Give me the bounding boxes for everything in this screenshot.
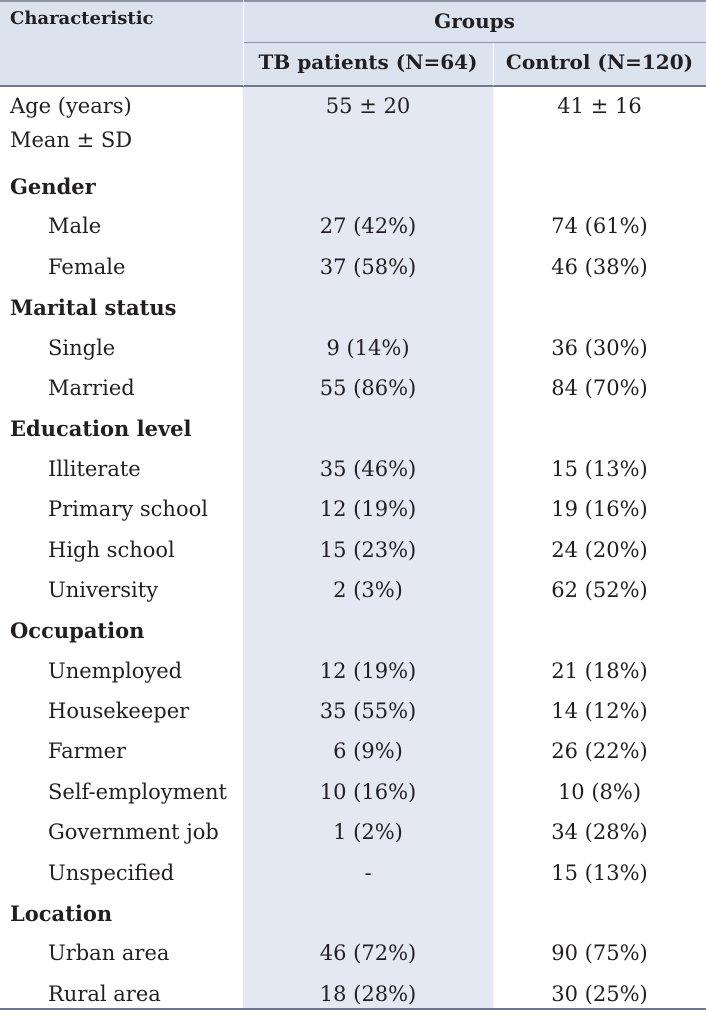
table-row: Farmer 6 (9%) 26 (22%) <box>0 737 706 777</box>
row-label: Urban area <box>48 941 170 966</box>
table-row: Unemployed 12 (19%) 21 (18%) <box>0 657 706 697</box>
control-value: 30 (25%) <box>551 981 648 1006</box>
table-row: Illiterate 35 (46%) 15 (13%) <box>0 455 706 495</box>
header-groups: Groups <box>434 9 515 33</box>
row-label: Married <box>48 375 135 400</box>
row-label: Single <box>48 335 116 360</box>
tb-value: 15 (23%) <box>319 537 417 562</box>
table-row: Single 9 (14%) 36 (30%) <box>0 334 706 374</box>
control-value: 62 (52%) <box>551 577 648 602</box>
tb-value: - <box>364 860 372 885</box>
section-label: Location <box>10 901 113 927</box>
control-value: 26 (22%) <box>551 739 648 764</box>
tb-value: 12 (19%) <box>319 497 417 522</box>
control-value: 90 (75%) <box>551 941 648 966</box>
row-label: Male <box>48 214 102 239</box>
table-row: Primary school 12 (19%) 19 (16%) <box>0 495 706 535</box>
row-label: Government job <box>48 820 219 845</box>
tb-value: 35 (55%) <box>319 699 417 724</box>
row-label: Unspecified <box>48 860 175 885</box>
table-row: Unspecified - 15 (13%) <box>0 859 706 899</box>
table-row: Urban area 46 (72%) 90 (75%) <box>0 939 706 979</box>
table-row: Housekeeper 35 (55%) 14 (12%) <box>0 697 706 737</box>
control-value: 14 (12%) <box>551 699 648 724</box>
table-row: Rural area 18 (28%) 30 (25%) <box>0 980 706 1020</box>
control-value: 19 (16%) <box>551 497 648 522</box>
header-separator <box>243 0 244 86</box>
control-value: 84 (70%) <box>551 375 648 400</box>
header-characteristic: Characteristic <box>10 8 154 29</box>
header-control: Control (N=120) <box>505 50 694 74</box>
row-label: University <box>48 577 159 602</box>
top-rule <box>0 0 706 2</box>
row-label: Self-employment <box>48 779 227 804</box>
row-label: Farmer <box>48 739 127 764</box>
table-row: University 2 (3%) 62 (52%) <box>0 576 706 616</box>
section-label: Gender <box>10 174 96 199</box>
row-label: Primary school <box>48 497 208 522</box>
bottom-rule <box>0 1008 706 1010</box>
row-label: Rural area <box>48 981 161 1006</box>
table-row: Married 55 (86%) 84 (70%) <box>0 374 706 414</box>
section-label: Education level <box>10 416 192 442</box>
table-row: Female 37 (58%) 46 (38%) <box>0 253 706 293</box>
control-value: 10 (8%) <box>557 779 642 804</box>
tb-value: 55 ± 20 <box>325 94 411 118</box>
row-label: Unemployed <box>48 658 183 683</box>
tb-value: 55 (86%) <box>319 375 417 400</box>
section-row: Occupation <box>0 616 706 656</box>
table-header <box>0 0 706 86</box>
tb-value: 1 (2%) <box>333 820 403 845</box>
tb-column-shade <box>243 86 493 1009</box>
table-row: Male 27 (42%) 74 (61%) <box>0 212 706 252</box>
control-value: 15 (13%) <box>551 860 648 885</box>
tb-value: 2 (3%) <box>333 577 403 602</box>
header-tb-patients: TB patients (N=64) <box>258 50 478 74</box>
control-value: 15 (13%) <box>551 456 648 481</box>
header-rule <box>0 85 706 87</box>
section-row: Gender <box>0 172 706 212</box>
row-label: Housekeeper <box>48 699 190 724</box>
tb-value: 46 (72%) <box>319 941 417 966</box>
tb-value: 6 (9%) <box>333 739 403 764</box>
table-row: Self-employment 10 (16%) 10 (8%) <box>0 778 706 818</box>
row-label: Female <box>48 254 126 279</box>
tb-value: 35 (46%) <box>319 456 417 481</box>
tb-value: 18 (28%) <box>319 981 417 1006</box>
control-value: 74 (61%) <box>551 214 648 239</box>
tb-value: 12 (19%) <box>319 658 417 683</box>
tb-value: 27 (42%) <box>319 214 417 239</box>
row-label-sub: Mean ± SD <box>10 128 133 152</box>
group-separator <box>493 43 494 86</box>
row-label: Illiterate <box>48 456 141 481</box>
table-body: Age (years) Mean ± SD 55 ± 20 41 ± 16 Ge… <box>0 92 706 1020</box>
control-value: 46 (38%) <box>551 254 648 279</box>
control-value: 21 (18%) <box>551 658 648 683</box>
control-value: 41 ± 16 <box>557 94 642 118</box>
section-row: Education level <box>0 414 706 454</box>
section-row: Marital status <box>0 293 706 333</box>
table-row: High school 15 (23%) 24 (20%) <box>0 536 706 576</box>
section-label: Occupation <box>10 618 145 644</box>
section-label: Marital status <box>10 295 177 321</box>
groups-rule <box>243 42 706 43</box>
control-value: 34 (28%) <box>551 820 648 845</box>
tb-value: 9 (14%) <box>326 335 410 360</box>
row-label: High school <box>48 537 175 562</box>
table-row: Age (years) Mean ± SD 55 ± 20 41 ± 16 <box>0 92 706 172</box>
row-label: Age (years) <box>10 94 132 118</box>
control-value: 24 (20%) <box>551 537 648 562</box>
section-row: Location <box>0 899 706 939</box>
tb-value: 10 (16%) <box>319 779 417 804</box>
table-row: Government job 1 (2%) 34 (28%) <box>0 818 706 858</box>
control-value: 36 (30%) <box>551 335 648 360</box>
tb-value: 37 (58%) <box>319 254 417 279</box>
